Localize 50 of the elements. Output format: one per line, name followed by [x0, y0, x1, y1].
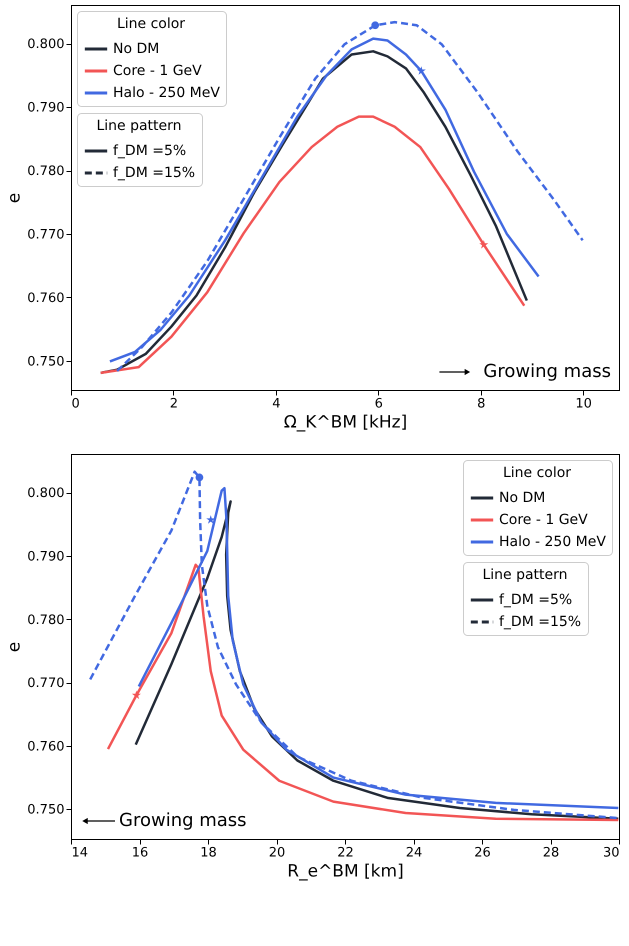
annotation: f_DM =5%: [499, 592, 572, 608]
x-tick-label: 14: [72, 846, 88, 860]
y-tick-label: 0.790: [27, 549, 64, 564]
legend-label: Halo - 250 MeV: [113, 85, 220, 101]
legend-label: Halo - 250 MeV: [499, 534, 606, 550]
x-tick-label: 0: [72, 396, 80, 412]
y-tick-label: 0.800: [27, 486, 64, 502]
y-tick-label: 0.770: [27, 227, 64, 242]
x-tick-label: 16: [132, 846, 148, 860]
x-tick-label: 28: [542, 846, 560, 860]
annotation: Growing mass: [483, 361, 611, 382]
y-tick-label: 0.750: [27, 802, 64, 818]
y-tick-label: 0.790: [27, 100, 64, 116]
x-axis-title: Ω_K^BM [kHz]: [284, 412, 408, 432]
legend-label: Core - 1 GeV: [499, 512, 588, 528]
legend-label: Core - 1 GeV: [113, 63, 202, 79]
y-tick-label: 0.760: [27, 739, 64, 754]
x-tick-label: 2: [170, 396, 178, 412]
point: [479, 240, 488, 249]
annotation: Growing mass: [119, 810, 247, 831]
legend-title: Line color: [502, 465, 572, 481]
x-tick-label: 22: [337, 846, 354, 860]
y-tick-label: 0.760: [27, 290, 64, 306]
annotation: Line pattern: [96, 118, 182, 134]
annotation: f_DM =5%: [113, 143, 186, 159]
x-tick-label: 8: [477, 396, 486, 412]
y-axis-title: e: [4, 192, 24, 204]
point: [371, 21, 380, 30]
point: [416, 66, 426, 75]
y-tick-label: 0.780: [27, 164, 64, 180]
y-tick-label: 0.800: [27, 37, 64, 52]
annotation: f_DM =15%: [113, 165, 196, 181]
y-tick-label: 0.780: [27, 612, 64, 628]
x-tick-label: 4: [272, 396, 280, 412]
y-axis-title: e: [4, 642, 24, 652]
x-axis-title: R_e^BM [km]: [287, 862, 404, 882]
x-tick-label: 18: [200, 846, 217, 860]
legend-title: Line color: [116, 16, 186, 32]
x-tick-label: 10: [575, 396, 592, 412]
legend-label: No DM: [113, 41, 160, 57]
x-tick-label: 24: [406, 846, 422, 860]
y-tick-label: 0.750: [27, 354, 64, 370]
annotation: f_DM =15%: [499, 614, 582, 630]
x-tick-label: 30: [602, 846, 620, 860]
x-tick-label: 6: [374, 396, 383, 412]
annotation: Line pattern: [482, 567, 568, 583]
x-tick-label: 20: [268, 846, 286, 860]
x-tick-label: 26: [474, 846, 491, 860]
y-tick-label: 0.770: [27, 676, 64, 692]
legend-label: No DM: [499, 490, 546, 506]
